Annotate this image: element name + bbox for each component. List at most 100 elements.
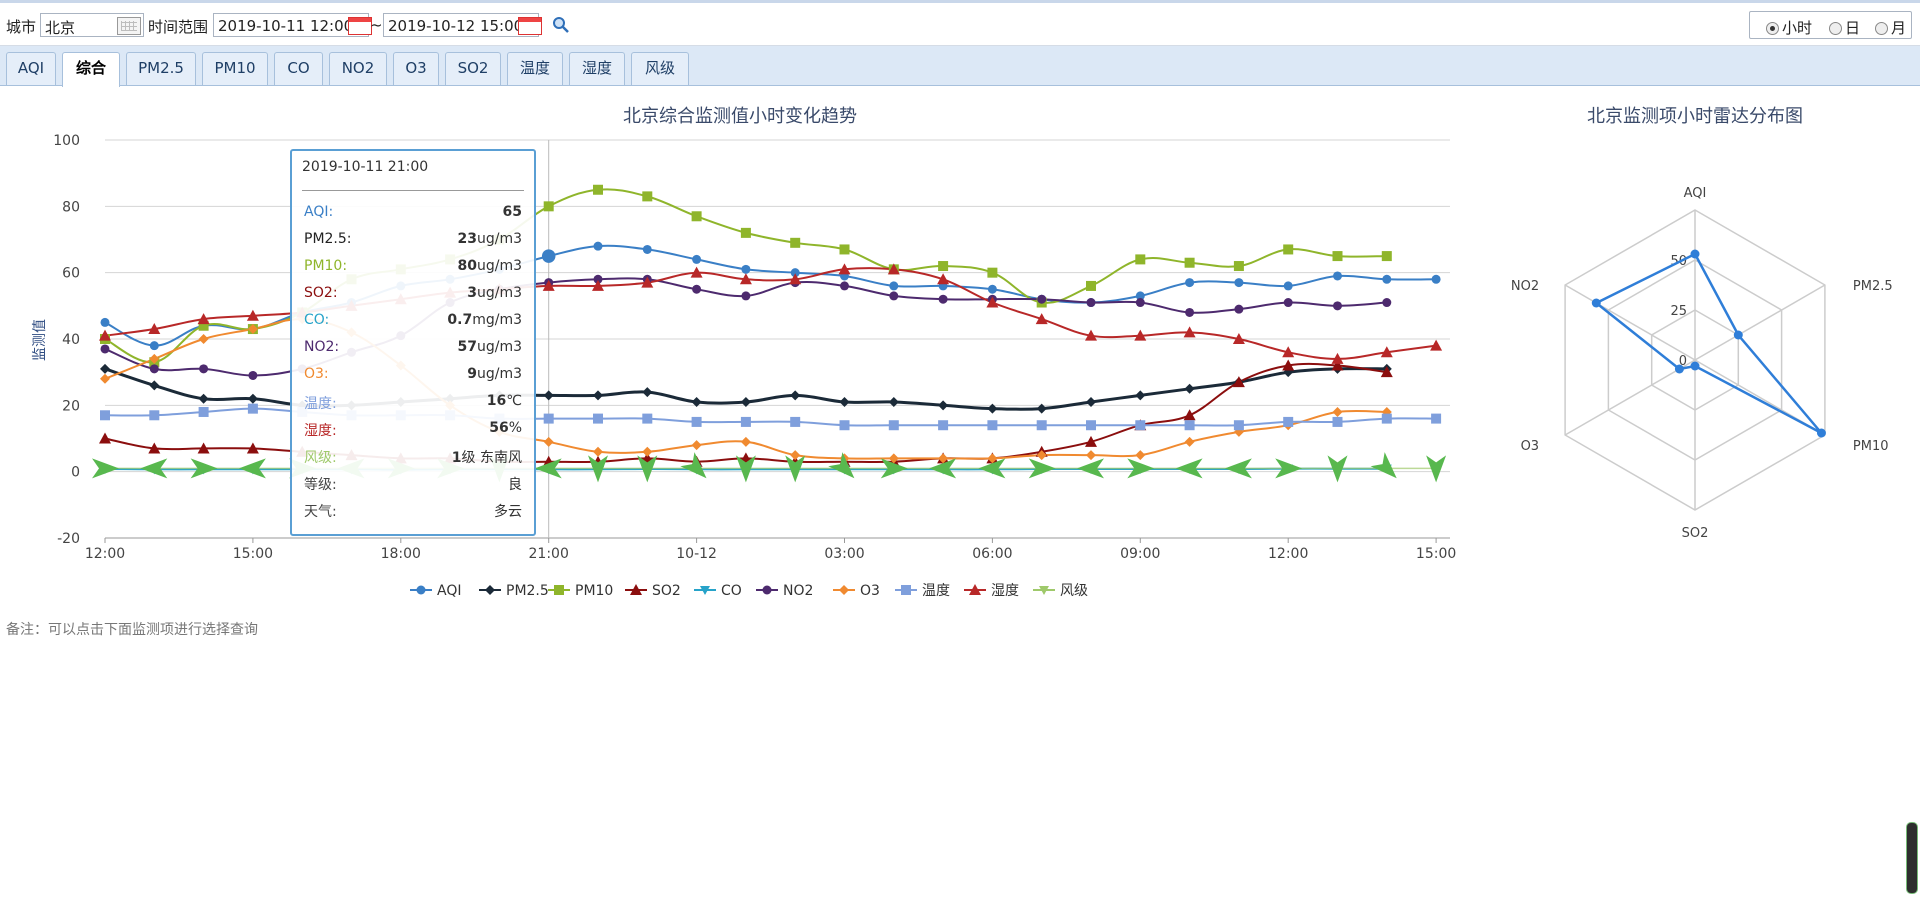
series-point-PM2.5 [740,397,751,408]
series-point-NO2 [1234,304,1244,314]
series-point-AQI [1234,278,1244,288]
tooltip-row-label: 天气: [304,504,337,520]
range-tilde: ~ [370,16,383,34]
series-point-NO2 [593,274,603,284]
series-point-SO2 [1085,435,1097,447]
x-tick-label: 12:00 [1268,546,1308,562]
series-point-O3 [1184,436,1195,447]
city-select[interactable]: 北京 [40,13,144,37]
series-point-PM10 [987,267,998,278]
series-point-O3 [100,373,110,384]
series-point-AQI [149,341,159,351]
wind-arrow-point [238,458,266,479]
radio-day[interactable]: 日 [1829,17,1860,38]
tooltip-row-value: 良 [508,477,522,493]
series-point-O3 [1135,450,1146,461]
tab-wind[interactable]: 风级 [631,52,689,85]
series-point-PM10 [1086,280,1096,291]
legend-label: 风级 [1060,583,1088,599]
city-label: 城市 [6,18,37,36]
series-point-温度 [987,420,998,431]
end-time-input[interactable]: 2019-10-12 15:00 [383,13,542,37]
series-point-NO2 [1283,298,1293,308]
series-point-O3 [691,440,702,451]
series-point-PM2.5 [987,403,998,414]
search-icon[interactable] [552,16,570,34]
legend-marker [901,585,911,595]
x-tick-label: 09:00 [1120,546,1160,562]
tab-so2[interactable]: SO2 [445,52,501,85]
series-point-SO2 [1183,409,1196,421]
x-tick-label: 03:00 [824,546,864,562]
legend-label: NO2 [783,583,813,599]
series-point-温度 [790,416,801,427]
series-point-湿度 [739,273,752,285]
tooltip-row-value: 65 [502,204,522,220]
wind-arrow-point [1275,458,1303,479]
radar-point [1816,428,1826,438]
wind-arrow-point [1077,458,1104,479]
y-axis-label: 监测值 [32,319,48,361]
wind-arrow-point [637,455,658,483]
series-point-温度 [888,420,899,431]
note-text: 备注：可以点击下面监测项进行选择查询 [6,622,258,638]
series-point-湿度 [1035,313,1048,325]
tab-aqi[interactable]: AQI [6,52,56,85]
radar-point [1733,330,1743,340]
series-point-AQI [987,284,997,294]
series-point-PM2.5 [790,390,801,401]
series-point-湿度 [148,323,161,335]
series-point-温度 [1431,413,1442,424]
granularity-radio-group: 小时 日 月 [1749,11,1912,39]
tooltip-row-label: PM10: [304,258,348,274]
wind-arrow-point [1370,452,1397,479]
series-point-湿度 [246,309,259,321]
series-point-PM2.5 [198,393,209,404]
tab-co[interactable]: CO [274,52,323,85]
radio-dot-icon [1875,22,1888,35]
series-point-温度 [543,413,554,424]
start-time-input[interactable]: 2019-10-11 12:00 [213,13,372,37]
calendar-icon[interactable] [348,17,372,35]
wind-arrow-point [140,458,168,479]
tab-composite[interactable]: 综合 [62,52,120,87]
wind-arrow-point [1175,458,1203,479]
wind-arrow-point [1327,455,1348,483]
tooltip-row-value: 0.7mg/m3 [447,312,522,328]
tooltip-row-label: PM2.5: [304,231,352,247]
series-point-NO2 [199,364,209,374]
y-tick-label: 0 [71,465,80,481]
series-point-SO2 [1380,366,1393,378]
series-point-NO2 [840,281,849,291]
radio-month[interactable]: 月 [1875,17,1906,38]
tab-pm25[interactable]: PM2.5 [126,52,196,85]
tab-pm10[interactable]: PM10 [202,52,268,85]
series-point-PM2.5 [543,390,554,401]
calendar-icon[interactable] [518,17,542,35]
series-point-湿度 [789,273,802,285]
wind-arrow-point [785,455,806,483]
series-point-PM10 [1283,244,1294,255]
series-point-温度 [198,406,209,417]
series-point-AQI [593,241,603,251]
series-point-PM10 [593,184,603,195]
tooltip-row-label: SO2: [304,285,338,301]
series-point-PM10 [1184,257,1195,268]
legend-label: AQI [437,583,461,599]
radio-hour[interactable]: 小时 [1766,17,1812,38]
series-point-O3 [1086,450,1096,461]
scrollbar-thumb[interactable] [1906,822,1918,894]
series-point-湿度 [592,279,604,291]
x-tick-label: 15:00 [233,546,273,562]
series-point-PM2.5 [247,393,258,404]
tooltip-row-value: 1级 东南风 [451,450,522,466]
tab-humidity[interactable]: 湿度 [569,52,625,85]
tab-o3[interactable]: O3 [393,52,439,85]
city-picker-icon[interactable] [117,17,141,35]
tab-no2[interactable]: NO2 [329,52,387,85]
legend-marker [839,585,849,595]
tooltip-row-value: 3ug/m3 [467,285,522,301]
wind-arrow-point [828,452,855,479]
city-value: 北京 [45,19,76,37]
tab-temperature[interactable]: 温度 [507,52,563,85]
